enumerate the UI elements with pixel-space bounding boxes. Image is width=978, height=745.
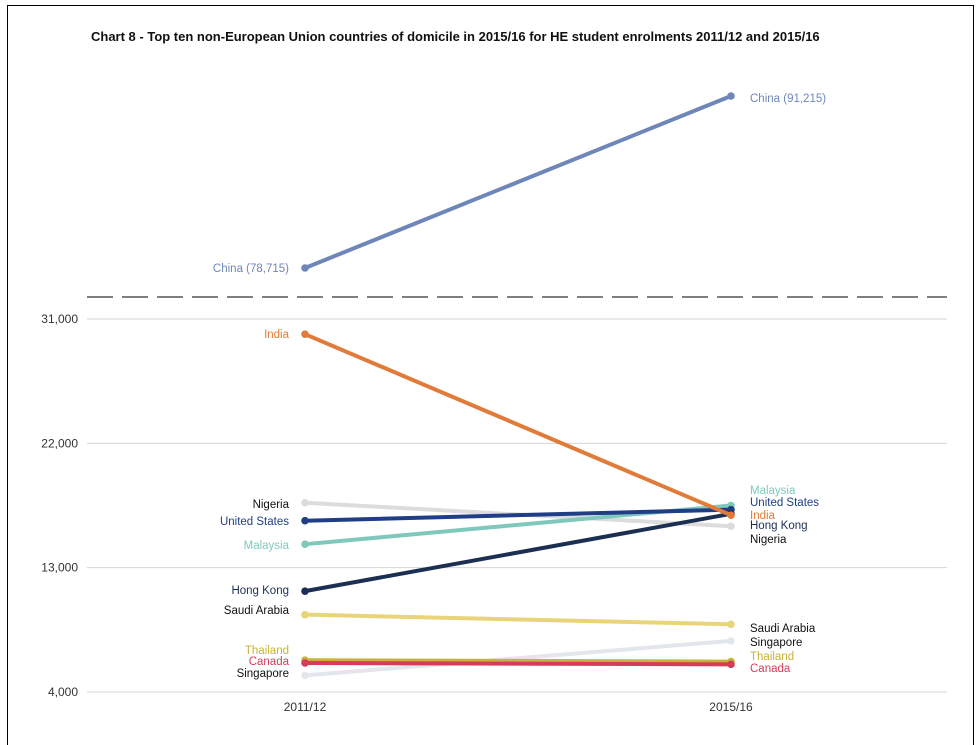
series-labels: China (78,715) China (91,215) India India Ni… xyxy=(213,93,826,680)
series-line xyxy=(303,507,733,523)
y-tick-label: 13,000 xyxy=(41,561,78,575)
series-label-right: Nigeria xyxy=(750,534,787,546)
series-line xyxy=(303,94,733,270)
data-point xyxy=(727,620,735,629)
data-point xyxy=(301,330,309,338)
series-label-left: United States xyxy=(220,516,289,528)
series-label-right: China (91,215) xyxy=(750,93,826,105)
x-axis-ticks: 2011/12 2015/16 xyxy=(284,700,753,714)
series-label-right: Saudi Arabia xyxy=(750,623,816,635)
series-label-left: Malaysia xyxy=(244,540,290,552)
series-label-left: Singapore xyxy=(237,668,289,680)
series-singapore xyxy=(301,637,735,680)
series-label-right: Canada xyxy=(750,663,791,675)
series-label-left: Nigeria xyxy=(253,499,290,511)
series-line xyxy=(303,660,733,667)
series-label-right: India xyxy=(750,510,776,522)
data-point xyxy=(301,540,309,548)
x-tick-label: 2011/12 xyxy=(284,700,327,714)
series-line xyxy=(303,332,733,518)
series-label-right: Hong Kong xyxy=(750,520,808,532)
data-point xyxy=(727,522,735,531)
data-point xyxy=(301,659,309,667)
series-label-left: India xyxy=(264,329,290,341)
series-india xyxy=(301,330,735,519)
data-point xyxy=(301,587,309,595)
data-point xyxy=(727,92,735,100)
data-point xyxy=(301,610,309,619)
series-label-right: Singapore xyxy=(750,637,802,649)
data-point xyxy=(301,671,309,680)
series-label-left: China (78,715) xyxy=(213,263,289,275)
series-saudi-arabia xyxy=(301,610,735,629)
grid-layer xyxy=(87,318,947,693)
data-point xyxy=(727,637,735,645)
series-line xyxy=(303,658,733,664)
y-tick-label: 31,000 xyxy=(41,312,78,326)
series-label-left: Thailand xyxy=(245,645,289,657)
series-line xyxy=(303,511,733,594)
data-point xyxy=(727,660,735,669)
data-point xyxy=(301,498,309,507)
series-line xyxy=(303,612,733,627)
y-tick-label: 4,000 xyxy=(48,685,78,699)
series-label-left: Hong Kong xyxy=(231,585,289,597)
data-point xyxy=(301,264,309,272)
series-line xyxy=(303,638,733,678)
chart-frame xyxy=(7,5,974,745)
data-point xyxy=(301,516,309,525)
series-label-right: Thailand xyxy=(750,651,794,663)
chart-title: Chart 8 - Top ten non-European Union cou… xyxy=(91,29,820,44)
x-tick-label: 2015/16 xyxy=(709,700,753,714)
series-label-left: Saudi Arabia xyxy=(224,605,290,617)
series-canada xyxy=(301,659,735,669)
y-axis-ticks: 4,000 13,000 22,000 31,000 xyxy=(41,312,78,699)
series-layer xyxy=(301,92,735,680)
series-china xyxy=(301,92,735,272)
series-label-left: Canada xyxy=(249,656,290,668)
data-point xyxy=(727,511,735,519)
series-label-right: United States xyxy=(750,497,819,509)
series-label-right: Malaysia xyxy=(750,485,796,497)
y-tick-label: 22,000 xyxy=(41,436,78,450)
